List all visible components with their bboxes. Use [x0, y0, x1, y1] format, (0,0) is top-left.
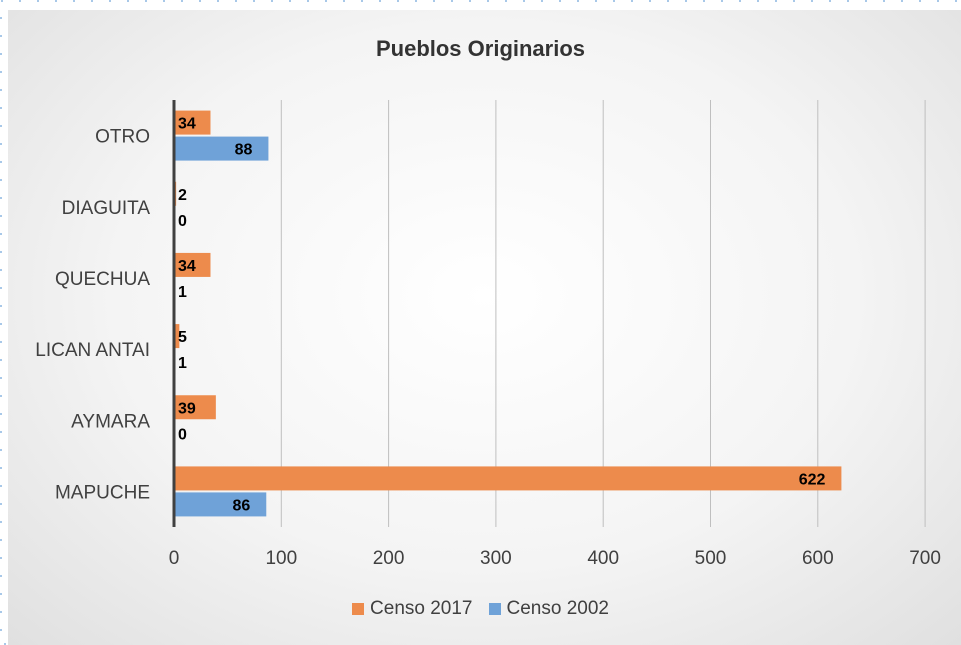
data-label: 34: [178, 258, 196, 275]
category-label: OTRO: [95, 127, 150, 148]
legend-swatch: [352, 603, 365, 615]
category-label: LICAN ANTAI: [35, 340, 150, 361]
chart-title: Pueblos Originarios: [375, 36, 586, 61]
chart-area: [8, 10, 961, 645]
x-tick-label: 100: [265, 548, 297, 569]
data-label: 0: [178, 213, 187, 230]
legend-swatch: [488, 603, 501, 615]
category-label: AYMARA: [71, 411, 150, 432]
data-label: 622: [799, 471, 826, 488]
category-label: QUECHUA: [55, 269, 150, 290]
bar-censo-2002: [174, 492, 267, 517]
legend: Censo 2017 Censo 2002: [0, 598, 961, 620]
data-label: 0: [178, 426, 187, 443]
x-tick-label: 700: [909, 548, 941, 569]
bar-censo-2017: [174, 466, 842, 491]
bar-censo-2002: [174, 136, 269, 161]
data-label: 1: [178, 355, 187, 372]
data-label: 2: [178, 187, 187, 204]
data-label: 88: [235, 142, 253, 159]
bar-censo-2017: [174, 324, 180, 349]
x-tick-label: 500: [695, 548, 727, 569]
data-label: 39: [178, 400, 196, 417]
legend-label: Censo 2002: [506, 598, 609, 619]
x-tick-label: 0: [169, 548, 180, 569]
bar-censo-2017: [174, 395, 216, 420]
data-label: 1: [178, 284, 187, 301]
category-label: MAPUCHE: [55, 482, 150, 503]
category-label: DIAGUITA: [62, 198, 151, 219]
bar-censo-2017: [174, 110, 211, 135]
bar-censo-2017: [174, 252, 211, 277]
x-tick-label: 200: [373, 548, 405, 569]
legend-item: Censo 2017: [352, 598, 473, 620]
legend-label: Censo 2017: [370, 598, 473, 619]
x-tick-label: 400: [587, 548, 619, 569]
data-label: 34: [178, 116, 196, 133]
legend-item: Censo 2002: [488, 598, 609, 620]
x-tick-label: 300: [480, 548, 512, 569]
x-tick-label: 600: [802, 548, 834, 569]
data-label: 86: [232, 497, 250, 514]
data-label: 5: [178, 329, 187, 346]
